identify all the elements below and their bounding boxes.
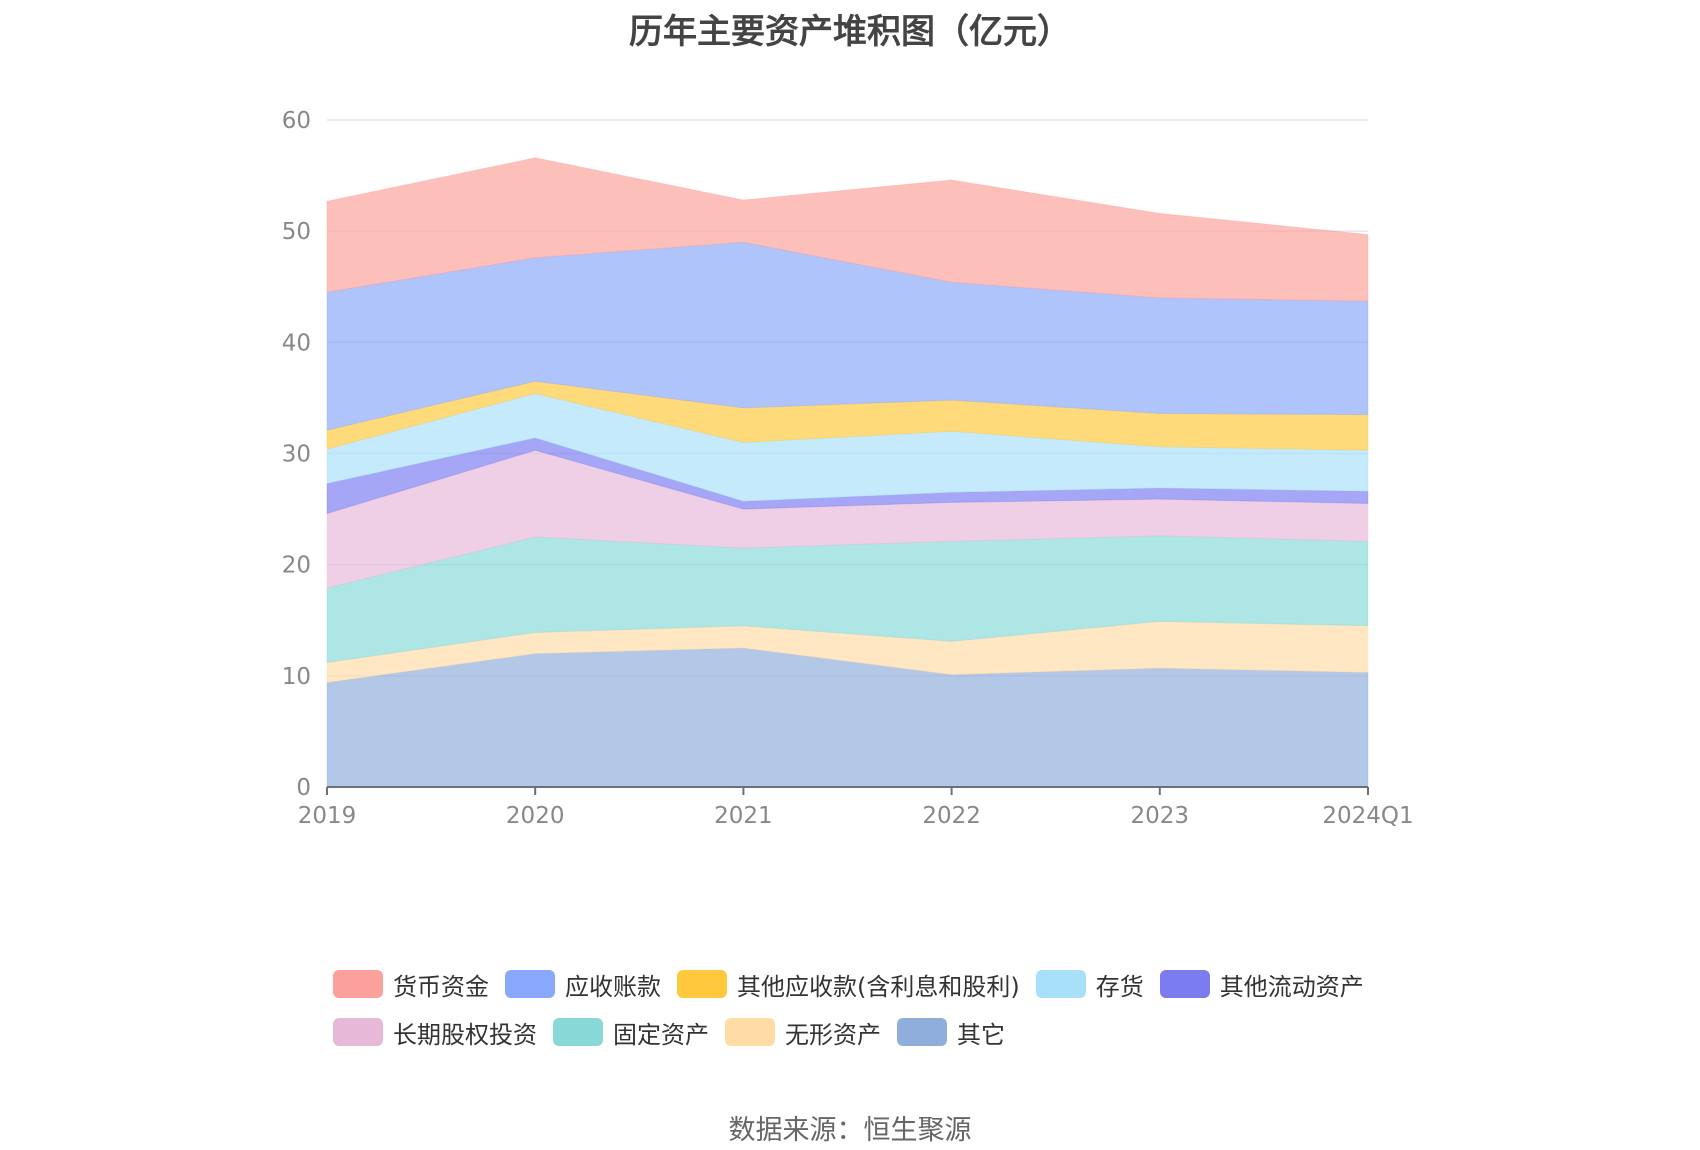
x-tick-label: 2020 (506, 803, 565, 829)
x-tick-label: 2023 (1131, 803, 1190, 829)
legend-label: 存货 (1095, 972, 1144, 1001)
axes: 2019 2020 2021 2022 2023 2024Q1 (298, 786, 1414, 829)
legend-swatch (333, 1018, 383, 1046)
legend-label: 固定资产 (613, 1020, 709, 1049)
legend-label: 其他应收款(含利息和股利) (737, 972, 1020, 1001)
x-tick-label: 2024Q1 (1322, 803, 1413, 829)
legend-swatch (1035, 970, 1086, 998)
y-tick-label: 50 (282, 219, 311, 245)
stacked-area-chart: 0 10 20 30 40 50 60 2019 2020 2021 2022 2023 2024Q1 (282, 108, 1414, 829)
legend-item[interactable]: 无形资产 (725, 1015, 881, 1050)
y-tick-label: 30 (282, 442, 311, 468)
legend-row: 长期股权投资 固定资产 无形资产 其它 (333, 1008, 1413, 1056)
legend-row: 货币资金 应收账款 其他应收款(含利息和股利) 存货 其他流动资产 (333, 960, 1413, 1008)
chart-title: 历年主要资产堆积图（亿元） (629, 12, 1071, 52)
legend-label: 其他流动资产 (1219, 972, 1364, 1001)
legend-swatch (333, 970, 383, 998)
legend-item[interactable]: 其它 (897, 1015, 1005, 1050)
legend-swatch (505, 970, 555, 998)
legend-item[interactable]: 货币资金 (333, 967, 489, 1002)
legend-item[interactable]: 长期股权投资 (333, 1015, 537, 1050)
legend: 货币资金 应收账款 其他应收款(含利息和股利) 存货 其他流动资产长期股权投资 固定资产 无… (333, 960, 1413, 1056)
legend-item[interactable]: 其他流动资产 (1159, 967, 1364, 1002)
legend-label: 应收账款 (565, 972, 661, 1001)
legend-swatch (553, 1018, 603, 1046)
area-货币资金 (326, 157, 1369, 302)
legend-item[interactable]: 固定资产 (553, 1015, 709, 1050)
data-source: 数据来源：恒生聚源 (728, 1115, 972, 1146)
x-tick-label: 2022 (922, 803, 981, 829)
legend-item[interactable]: 其他应收款(含利息和股利) (677, 967, 1020, 1002)
y-tick-label: 60 (282, 108, 311, 134)
legend-item[interactable]: 存货 (1035, 967, 1144, 1002)
legend-swatch (1159, 970, 1210, 998)
y-tick-label: 10 (282, 664, 311, 690)
legend-swatch (677, 970, 727, 998)
legend-swatch (725, 1018, 775, 1046)
y-tick-label: 0 (296, 775, 311, 801)
legend-item[interactable]: 应收账款 (505, 967, 661, 1002)
area-series (326, 157, 1369, 788)
legend-label: 无形资产 (785, 1020, 881, 1049)
legend-swatch (897, 1018, 947, 1046)
x-tick-label: 2019 (298, 803, 357, 829)
y-tick-label: 40 (282, 330, 311, 356)
x-tick-label: 2021 (714, 803, 773, 829)
legend-label: 其它 (957, 1020, 1005, 1049)
y-tick-label: 20 (282, 553, 311, 579)
legend-label: 货币资金 (393, 972, 489, 1001)
legend-label: 长期股权投资 (393, 1020, 537, 1049)
